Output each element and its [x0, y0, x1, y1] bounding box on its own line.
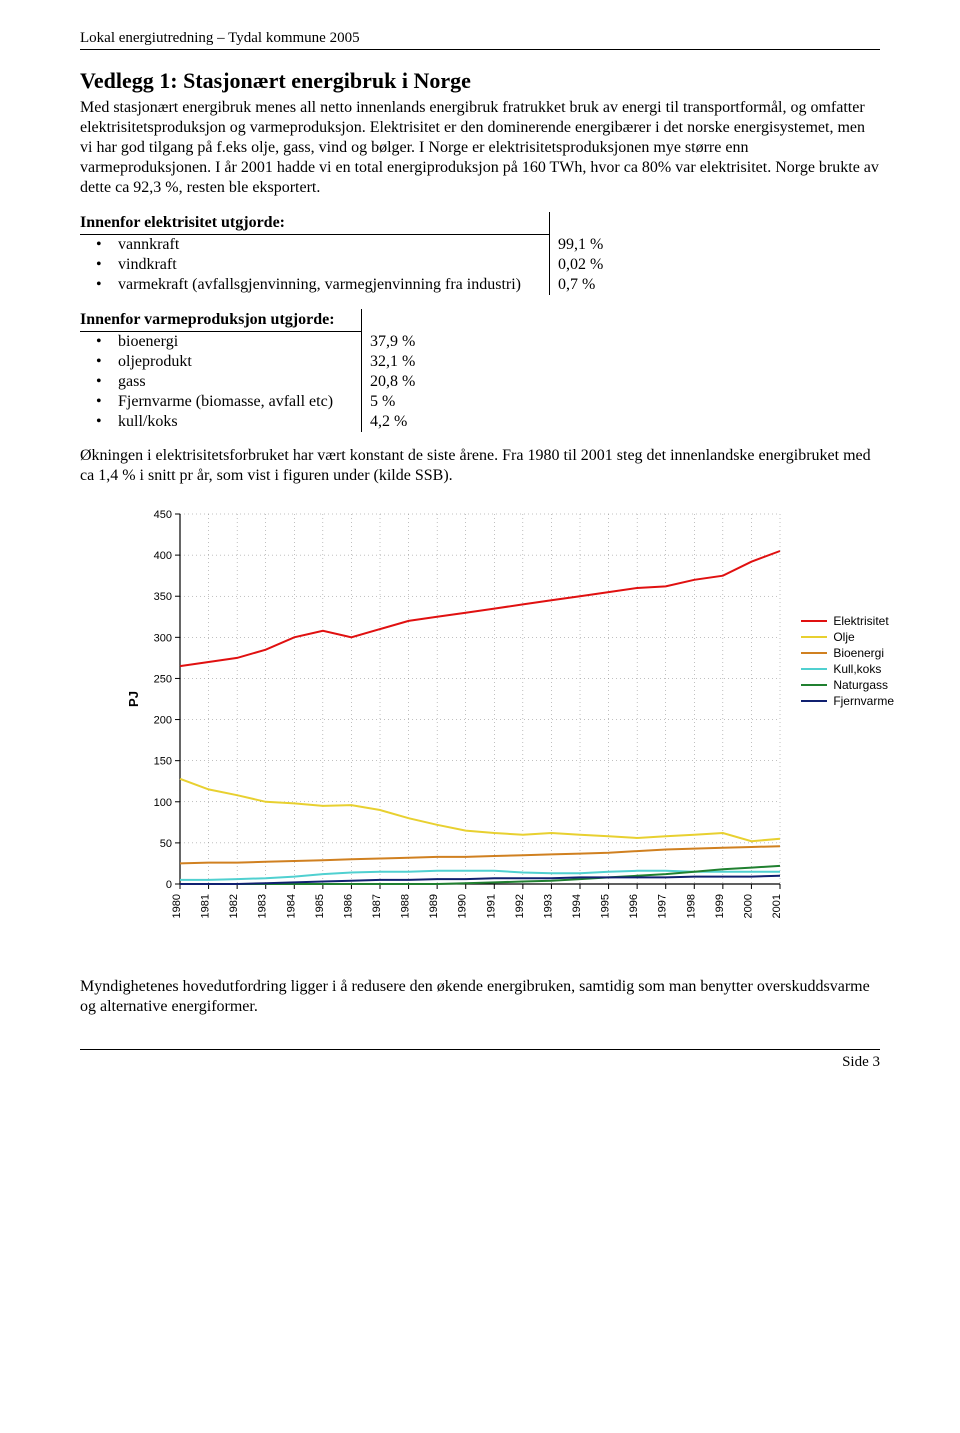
svg-text:2001: 2001 — [771, 894, 783, 918]
svg-text:0: 0 — [166, 879, 172, 891]
legend-swatch — [801, 652, 827, 654]
svg-text:PJ: PJ — [126, 691, 141, 707]
svg-text:1980: 1980 — [171, 894, 183, 918]
svg-text:450: 450 — [154, 509, 172, 521]
legend-item: Olje — [801, 630, 894, 644]
svg-text:1993: 1993 — [542, 894, 554, 918]
svg-text:1985: 1985 — [314, 894, 326, 918]
row-value: 99,1 % — [549, 235, 609, 256]
svg-text:1995: 1995 — [600, 894, 612, 918]
svg-text:1984: 1984 — [285, 894, 297, 918]
legend-label: Kull,koks — [833, 662, 881, 676]
svg-text:1992: 1992 — [514, 894, 526, 918]
legend-label: Elektrisitet — [833, 614, 888, 628]
svg-text:200: 200 — [154, 715, 172, 727]
svg-text:50: 50 — [160, 838, 172, 850]
row-label: •varmekraft (avfallsgjenvinning, varmegj… — [80, 275, 549, 295]
svg-text:300: 300 — [154, 632, 172, 644]
growth-paragraph: Økningen i elektrisitetsforbruket har væ… — [80, 446, 880, 486]
legend-label: Fjernvarme — [833, 694, 894, 708]
legend-label: Bioenergi — [833, 646, 884, 660]
row-value: 32,1 % — [362, 352, 422, 372]
svg-text:1983: 1983 — [257, 894, 269, 918]
row-label: •kull/koks — [80, 412, 362, 432]
row-value: 4,2 % — [362, 412, 422, 432]
legend-item: Bioenergi — [801, 646, 894, 660]
svg-text:1999: 1999 — [714, 894, 726, 918]
svg-text:1986: 1986 — [342, 894, 354, 918]
svg-text:1990: 1990 — [457, 894, 469, 918]
svg-text:1989: 1989 — [428, 894, 440, 918]
svg-text:1998: 1998 — [685, 894, 697, 918]
legend-item: Elektrisitet — [801, 614, 894, 628]
legend-swatch — [801, 684, 827, 686]
svg-text:1991: 1991 — [485, 894, 497, 918]
conclusion-paragraph: Myndighetenes hovedutfordring ligger i å… — [80, 977, 880, 1017]
legend-label: Olje — [833, 630, 854, 644]
svg-text:350: 350 — [154, 591, 172, 603]
legend-item: Fjernvarme — [801, 694, 894, 708]
row-label: •Fjernvarme (biomasse, avfall etc) — [80, 392, 362, 412]
electricity-table: Innenfor elektrisitet utgjorde:•vannkraf… — [80, 212, 880, 295]
svg-text:1982: 1982 — [228, 894, 240, 918]
table-row: •oljeprodukt32,1 % — [80, 352, 421, 372]
header-rule — [80, 49, 880, 50]
svg-text:1994: 1994 — [571, 894, 583, 918]
row-label: •gass — [80, 372, 362, 392]
table-row: •kull/koks4,2 % — [80, 412, 421, 432]
svg-text:250: 250 — [154, 673, 172, 685]
svg-text:150: 150 — [154, 756, 172, 768]
svg-text:1996: 1996 — [628, 894, 640, 918]
intro-paragraph: Med stasjonært energibruk menes all nett… — [80, 98, 880, 198]
svg-text:1988: 1988 — [400, 894, 412, 918]
legend-swatch — [801, 620, 827, 622]
row-label: •vannkraft — [80, 235, 549, 256]
table-heading: Innenfor varmeproduksjon utgjorde: — [80, 309, 362, 332]
table-heading: Innenfor elektrisitet utgjorde: — [80, 212, 549, 235]
legend-swatch — [801, 668, 827, 670]
svg-text:1981: 1981 — [200, 894, 212, 918]
row-label: •vindkraft — [80, 255, 549, 275]
svg-text:400: 400 — [154, 550, 172, 562]
svg-text:1997: 1997 — [657, 894, 669, 918]
energy-chart: 0 50 100 150 200 250 300 350 400 450 1980 1981 1982 1… — [120, 504, 900, 949]
page-number: Side 3 — [80, 1054, 880, 1071]
legend-swatch — [801, 700, 827, 702]
document-page: Lokal energiutredning – Tydal kommune 20… — [40, 0, 920, 1111]
svg-text:100: 100 — [154, 797, 172, 809]
row-label: •bioenergi — [80, 332, 362, 353]
legend-item: Naturgass — [801, 678, 894, 692]
table-row: •vindkraft0,02 % — [80, 255, 609, 275]
table-row: •varmekraft (avfallsgjenvinning, varmegj… — [80, 275, 609, 295]
table-row: •bioenergi37,9 % — [80, 332, 421, 353]
row-value: 0,7 % — [549, 275, 609, 295]
svg-text:1987: 1987 — [371, 894, 383, 918]
row-value: 20,8 % — [362, 372, 422, 392]
heat-table: Innenfor varmeproduksjon utgjorde:•bioen… — [80, 309, 880, 432]
svg-text:2000: 2000 — [742, 894, 754, 918]
table-row: •vannkraft99,1 % — [80, 235, 609, 256]
main-heading: Vedlegg 1: Stasjonært energibruk i Norge — [80, 68, 880, 94]
row-label: •oljeprodukt — [80, 352, 362, 372]
table-row: •gass20,8 % — [80, 372, 421, 392]
row-value: 0,02 % — [549, 255, 609, 275]
legend-label: Naturgass — [833, 678, 888, 692]
legend-swatch — [801, 636, 827, 638]
page-header: Lokal energiutredning – Tydal kommune 20… — [80, 30, 880, 47]
footer-rule — [80, 1049, 880, 1050]
chart-legend: Elektrisitet Olje Bioenergi Kull,koks Naturg… — [801, 614, 894, 710]
row-value: 37,9 % — [362, 332, 422, 353]
row-value: 5 % — [362, 392, 422, 412]
table-row: •Fjernvarme (biomasse, avfall etc)5 % — [80, 392, 421, 412]
legend-item: Kull,koks — [801, 662, 894, 676]
